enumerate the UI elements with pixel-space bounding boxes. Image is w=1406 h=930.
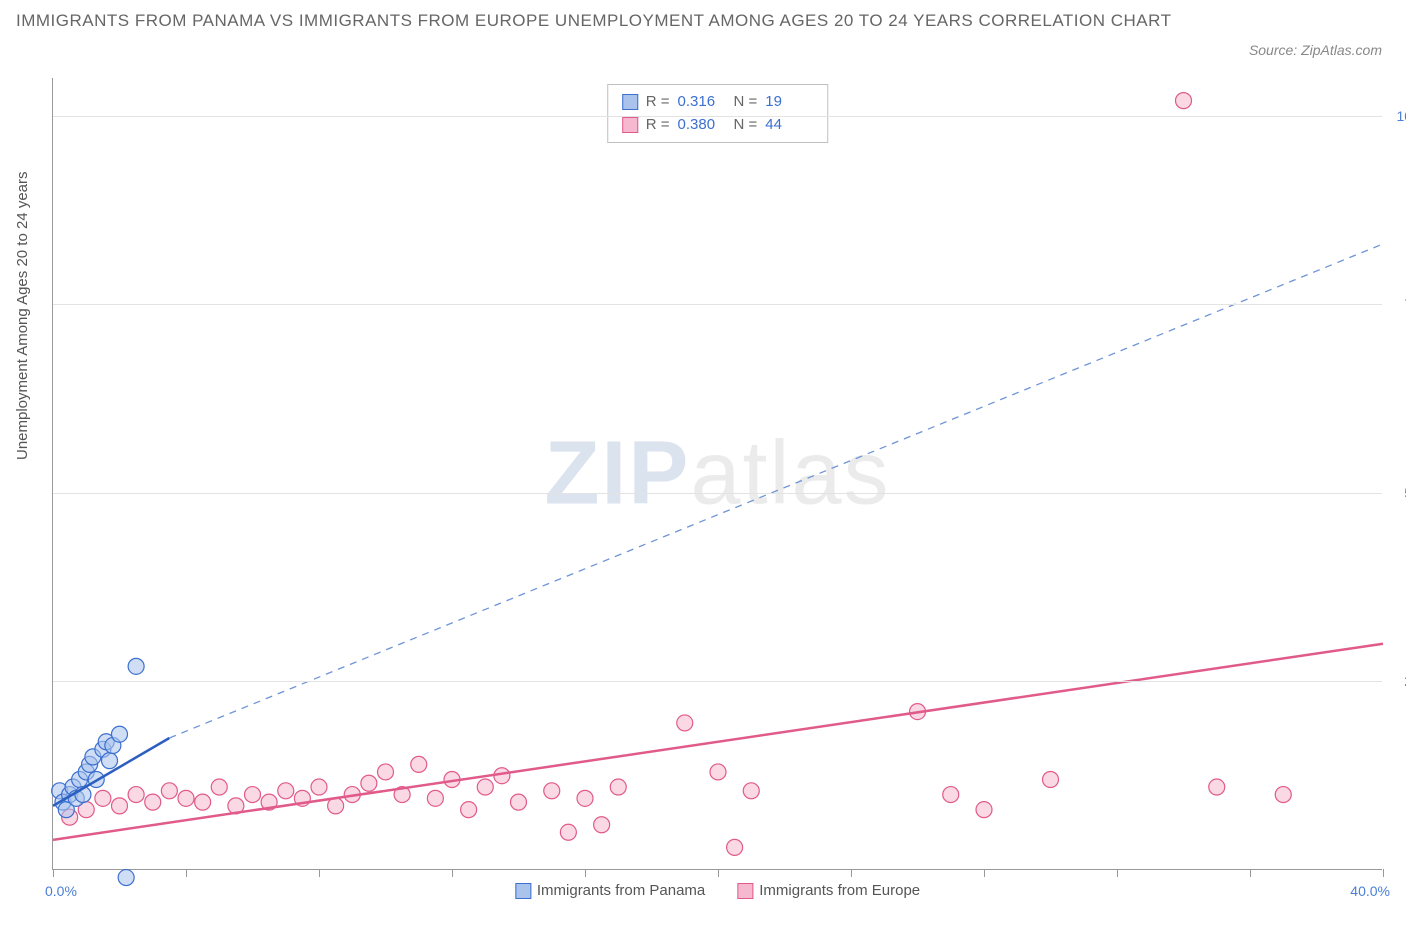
- y-tick-label: 100.0%: [1388, 108, 1406, 124]
- y-tick-label: 25.0%: [1388, 673, 1406, 689]
- europe-point: [361, 775, 377, 791]
- chart-title: IMMIGRANTS FROM PANAMA VS IMMIGRANTS FRO…: [16, 8, 1206, 34]
- x-tick-mark: [319, 869, 320, 877]
- x-tick-mark: [1250, 869, 1251, 877]
- europe-point: [577, 790, 593, 806]
- europe-point: [1209, 779, 1225, 795]
- europe-point: [477, 779, 493, 795]
- y-tick-label: 50.0%: [1388, 485, 1406, 501]
- europe-point: [560, 824, 576, 840]
- europe-point: [195, 794, 211, 810]
- chart-plot-area: ZIPatlas R = 0.316 N = 19 R = 0.380 N = …: [52, 78, 1382, 870]
- europe-point: [1275, 787, 1291, 803]
- bottom-legend: Immigrants from Panama Immigrants from E…: [515, 882, 920, 899]
- x-tick-mark: [585, 869, 586, 877]
- panama-fit-line-dashed: [169, 244, 1383, 738]
- europe-point: [245, 787, 261, 803]
- europe-legend-swatch-icon: [737, 883, 753, 899]
- x-tick-mark: [851, 869, 852, 877]
- europe-point: [976, 802, 992, 818]
- europe-point: [610, 779, 626, 795]
- europe-point: [112, 798, 128, 814]
- europe-point: [1043, 771, 1059, 787]
- europe-point: [128, 787, 144, 803]
- panama-point: [118, 870, 134, 886]
- europe-point: [278, 783, 294, 799]
- europe-point: [95, 790, 111, 806]
- europe-point: [511, 794, 527, 810]
- x-tick-mark: [1383, 869, 1384, 877]
- legend-item-europe: Immigrants from Europe: [737, 882, 920, 899]
- panama-legend-swatch-icon: [515, 883, 531, 899]
- europe-point: [145, 794, 161, 810]
- x-tick-mark: [1117, 869, 1118, 877]
- europe-point: [727, 839, 743, 855]
- europe-point: [411, 756, 427, 772]
- panama-point: [102, 753, 118, 769]
- europe-point: [594, 817, 610, 833]
- grid-line-h: [53, 304, 1382, 305]
- europe-fit-line: [53, 644, 1383, 840]
- europe-point: [710, 764, 726, 780]
- panama-legend-label: Immigrants from Panama: [537, 882, 705, 899]
- europe-point: [943, 787, 959, 803]
- x-tick-mark: [53, 869, 54, 877]
- y-tick-label: 75.0%: [1388, 296, 1406, 312]
- europe-legend-label: Immigrants from Europe: [759, 882, 920, 899]
- europe-point: [211, 779, 227, 795]
- x-tick-mark: [984, 869, 985, 877]
- x-tick-min: 0.0%: [45, 883, 77, 899]
- europe-point: [743, 783, 759, 799]
- europe-point: [161, 783, 177, 799]
- europe-point: [378, 764, 394, 780]
- europe-point: [544, 783, 560, 799]
- europe-point: [1176, 93, 1192, 109]
- x-tick-mark: [718, 869, 719, 877]
- europe-point: [311, 779, 327, 795]
- europe-point: [461, 802, 477, 818]
- panama-point: [128, 658, 144, 674]
- grid-line-h: [53, 681, 1382, 682]
- legend-item-panama: Immigrants from Panama: [515, 882, 705, 899]
- europe-point: [178, 790, 194, 806]
- x-tick-max: 40.0%: [1350, 883, 1390, 899]
- europe-point: [427, 790, 443, 806]
- europe-point: [328, 798, 344, 814]
- source-label: Source: ZipAtlas.com: [1249, 42, 1382, 58]
- europe-point: [677, 715, 693, 731]
- grid-line-h: [53, 493, 1382, 494]
- scatter-svg: [53, 78, 1382, 869]
- panama-point: [112, 726, 128, 742]
- grid-line-h: [53, 116, 1382, 117]
- x-tick-mark: [452, 869, 453, 877]
- y-axis-label: Unemployment Among Ages 20 to 24 years: [14, 171, 31, 460]
- x-tick-mark: [186, 869, 187, 877]
